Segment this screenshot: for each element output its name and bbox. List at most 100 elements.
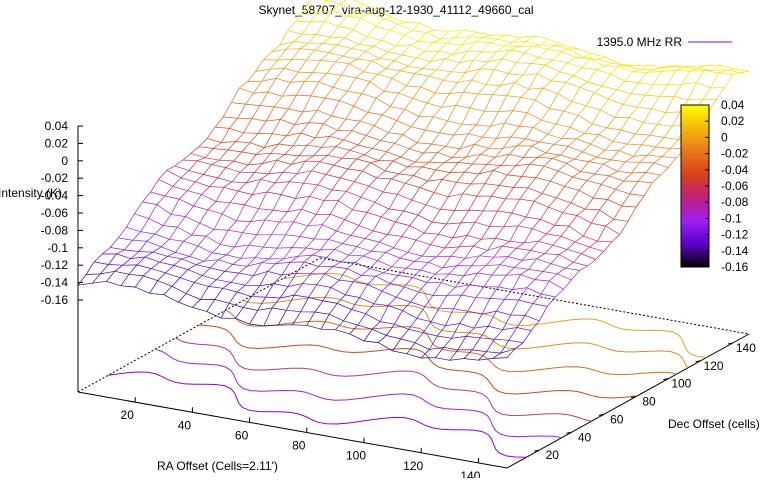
mesh-line-dec (333, 262, 341, 267)
mesh-line-dec (676, 68, 684, 71)
mesh-line-dec (656, 137, 664, 147)
mesh-line-dec (386, 324, 394, 335)
mesh-line-dec (365, 231, 373, 239)
mesh-line-dec (599, 200, 607, 210)
mesh-line-dec (337, 220, 345, 232)
mesh-line-dec (313, 60, 321, 72)
mesh-line-dec (376, 91, 384, 98)
mesh-line-dec (382, 107, 390, 115)
mesh-line-dec (672, 112, 680, 126)
mesh-line-dec (184, 235, 192, 241)
mesh-line-dec (349, 59, 357, 64)
mesh-line-dec (456, 172, 464, 182)
y-tick-label: 140 (736, 341, 756, 355)
mesh-line-dec (166, 265, 174, 273)
mesh-line-dec (491, 112, 499, 127)
mesh-line-dec (94, 254, 102, 262)
mesh-line-dec (360, 285, 368, 298)
mesh-line-dec (201, 286, 209, 299)
mesh-line-dec (572, 87, 580, 101)
mesh-line-dec (449, 83, 457, 94)
mesh-line-dec (309, 110, 317, 122)
mesh-line-dec (526, 201, 534, 217)
legend-label: 1395.0 MHz RR (597, 35, 683, 49)
mesh-line-dec (559, 249, 567, 254)
mesh-line-dec (611, 151, 619, 160)
mesh-line-dec (640, 155, 648, 162)
mesh-line-dec (231, 273, 239, 282)
mesh-line-dec (550, 171, 558, 181)
mesh-line-dec (110, 238, 118, 248)
mesh-line-dec (159, 256, 167, 262)
mesh-line-dec (268, 264, 276, 272)
mesh-line-dec (367, 26, 375, 37)
mesh-line-dec (399, 167, 407, 174)
mesh-line-dec (564, 280, 572, 289)
mesh-line-dec (525, 46, 533, 53)
mesh-line-dec (306, 239, 314, 248)
mesh-line-dec (389, 194, 397, 209)
mesh-line-dec (345, 210, 353, 220)
mesh-line-dec (425, 43, 433, 52)
mesh-line-dec (369, 178, 377, 186)
mesh-line-dec (545, 245, 553, 254)
mesh-line-dec (179, 191, 187, 199)
mesh-line-dec (566, 159, 574, 163)
mesh-line-dec (513, 97, 521, 110)
mesh-line-dec (316, 201, 324, 215)
mesh-line-dec (643, 109, 651, 123)
mesh-line-dec (235, 308, 243, 319)
mesh-line-dec (608, 189, 616, 199)
mesh-line-dec (444, 158, 452, 163)
mesh-line-dec (283, 165, 291, 173)
x-tick-label: 100 (346, 449, 366, 463)
mesh-line-ra (207, 138, 636, 207)
mesh-line-dec (250, 310, 258, 324)
mesh-line-dec (396, 211, 404, 222)
mesh-line-dec (149, 205, 157, 219)
mesh-line-dec (514, 177, 522, 188)
mesh-line-dec (337, 38, 345, 45)
mesh-line-dec (418, 205, 426, 215)
mesh-line-dec (452, 149, 460, 158)
mesh-line-dec (314, 225, 322, 239)
mesh-line-dec (443, 256, 451, 268)
mesh-line-dec (428, 170, 436, 181)
mesh-line-dec (241, 245, 249, 258)
mesh-line-dec (522, 164, 530, 176)
mesh-line-dec (373, 217, 381, 231)
mesh-line-dec (208, 202, 216, 210)
mesh-line-dec (410, 41, 418, 44)
mesh-line-dec (504, 213, 512, 227)
mesh-line-dec (528, 178, 536, 188)
mesh-line-dec (405, 98, 413, 109)
mesh-line-dec (223, 103, 231, 117)
mesh-line-dec (596, 251, 604, 259)
mesh-line-dec (359, 37, 367, 45)
mesh-line-dec (492, 85, 500, 94)
mesh-line-dec (654, 157, 662, 163)
mesh-line-dec (542, 181, 550, 193)
mesh-line-dec (510, 47, 518, 51)
mesh-line-dec (568, 58, 576, 63)
mesh-line-dec (456, 92, 464, 106)
mesh-line-dec (500, 257, 508, 265)
contour-line (226, 310, 677, 375)
mesh-line-dec (381, 209, 389, 217)
mesh-line-dec (565, 177, 573, 186)
mesh-line-dec (345, 30, 353, 38)
mesh-line-dec (394, 311, 402, 325)
mesh-line-dec (192, 300, 200, 308)
mesh-line-dec (725, 75, 733, 88)
mesh-line-dec (178, 294, 186, 303)
mesh-line-dec (637, 95, 645, 107)
mesh-line-dec (592, 110, 600, 124)
mesh-line-dec (334, 158, 342, 165)
mesh-line-dec (212, 160, 220, 165)
mesh-line-dec (415, 153, 423, 162)
mesh-line-dec (422, 162, 430, 167)
mesh-line-dec (357, 239, 365, 247)
mesh-line-dec (474, 314, 482, 328)
mesh-line-dec (394, 236, 402, 248)
